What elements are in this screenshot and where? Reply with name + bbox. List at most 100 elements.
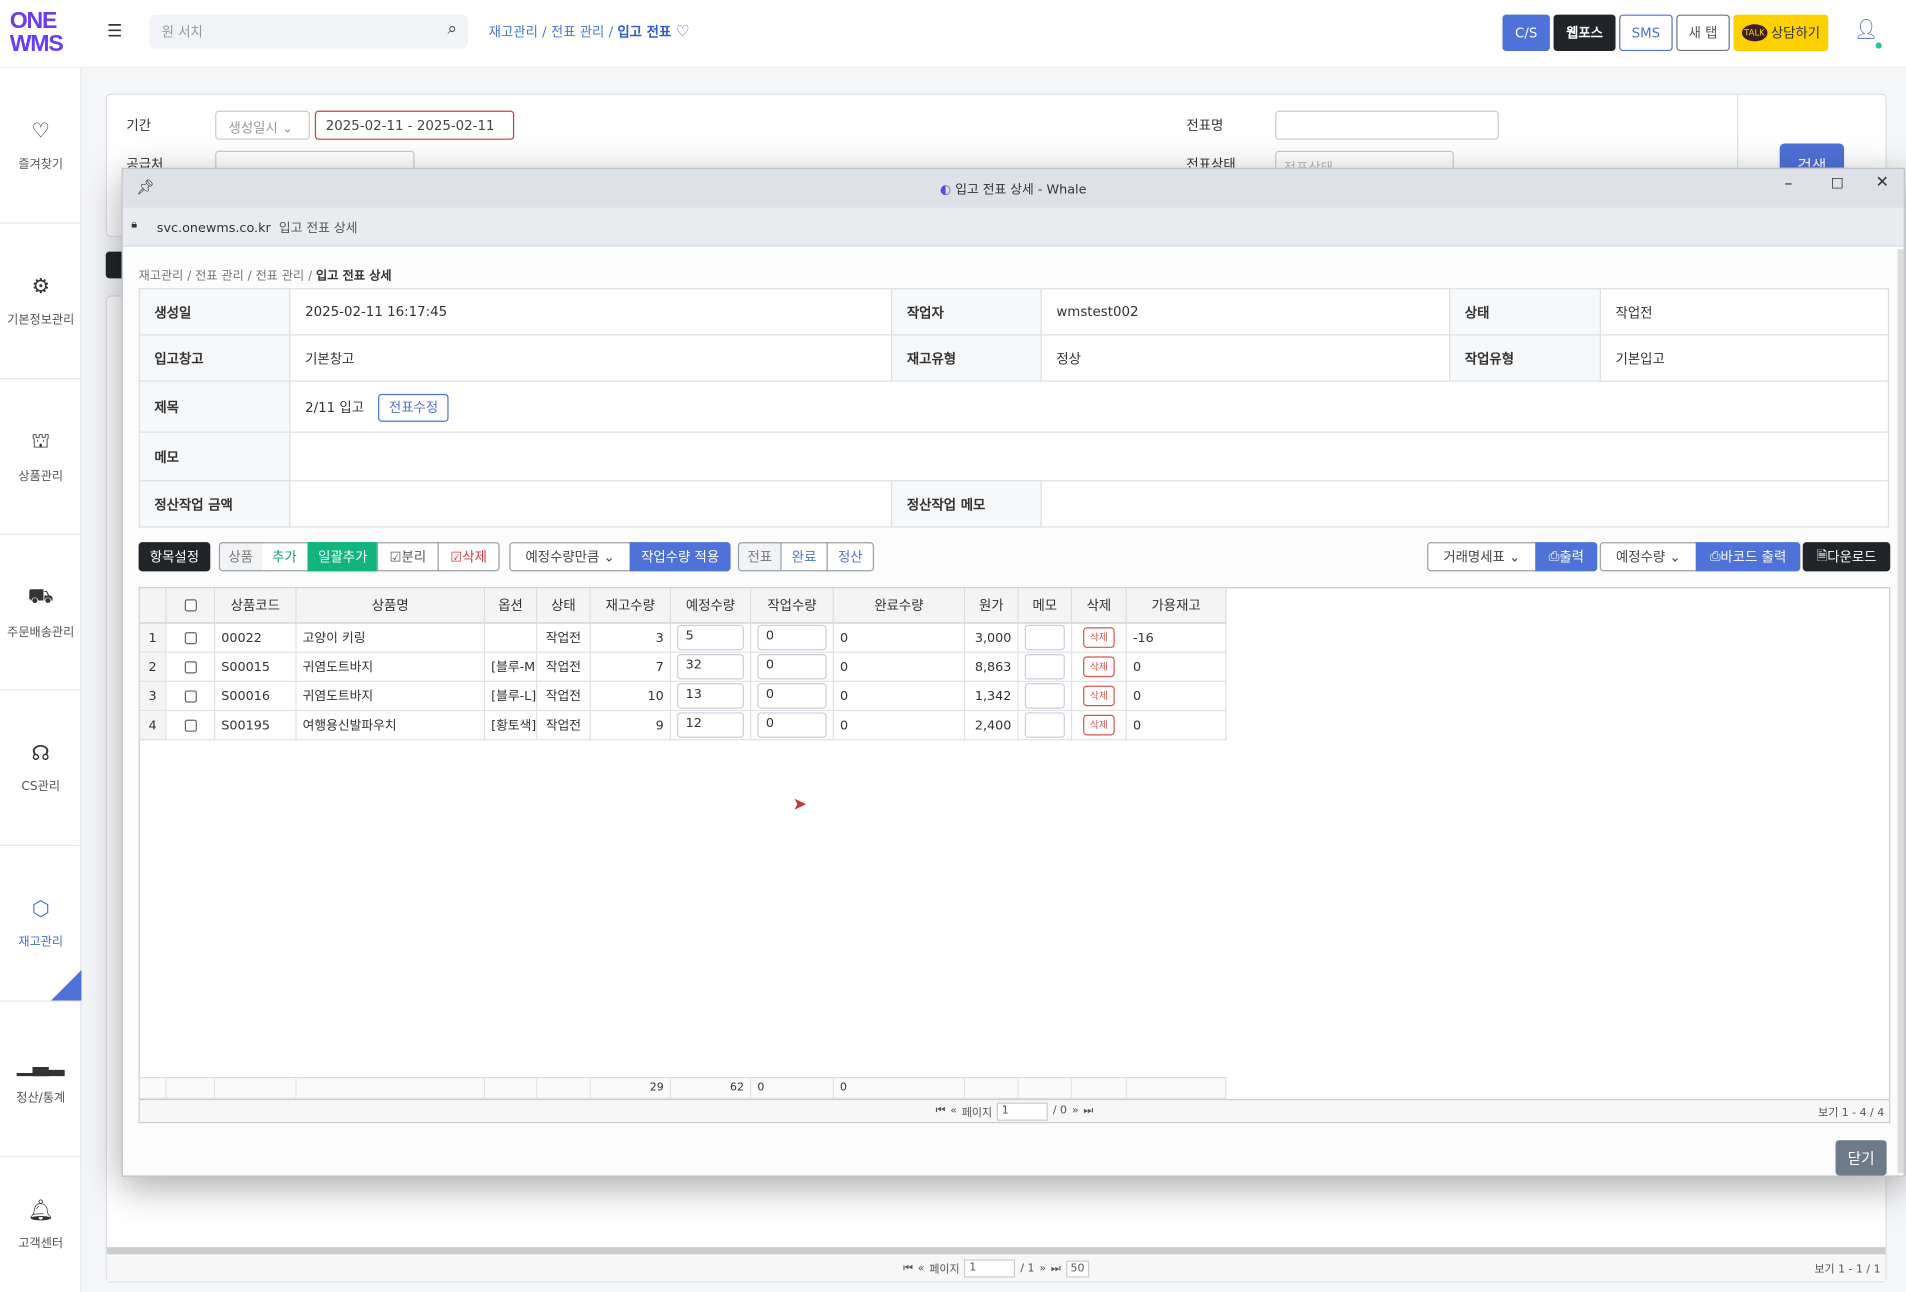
- work-qty-input[interactable]: 0: [757, 683, 827, 709]
- window-titlebar: 📌︎ ◐ 입고 전표 상세 - Whale – ☐ ✕: [122, 168, 1904, 208]
- apply-work-qty-button[interactable]: 작업수량 적용: [629, 542, 731, 572]
- column-header[interactable]: 상태: [537, 588, 591, 624]
- work-qty-input[interactable]: 0: [757, 624, 827, 651]
- sidebar-item-support[interactable]: 🔔︎ 고객센터: [18, 1198, 64, 1251]
- barcode-qty-select[interactable]: 예정수량 ⌄: [1599, 542, 1697, 572]
- sidebar-item-cs[interactable]: ☊ CS관리: [0, 690, 82, 847]
- split-button[interactable]: ☑ 분리: [376, 542, 439, 572]
- edit-slip-button[interactable]: 전표수정: [377, 393, 450, 422]
- sidebar-item-inventory[interactable]: ⬡ 재고관리: [0, 846, 82, 1002]
- close-button[interactable]: 닫기: [1835, 1140, 1887, 1176]
- column-header[interactable]: 메모: [1018, 588, 1073, 624]
- last-page-icon[interactable]: ⏭: [1050, 1262, 1061, 1275]
- row-delete-button[interactable]: 삭제: [1082, 656, 1116, 678]
- slip-name-input[interactable]: [1275, 110, 1499, 140]
- row-checkbox[interactable]: [184, 719, 197, 732]
- bar-chart-icon: ▁▃▂: [16, 1052, 65, 1078]
- column-header[interactable]: 상품코드: [215, 588, 297, 624]
- row-checkbox[interactable]: [184, 689, 197, 703]
- address-bar[interactable]: 🔒︎ svc.onewms.co.kr 입고 전표 상세: [122, 207, 1904, 247]
- row-delete-button[interactable]: 삭제: [1082, 714, 1116, 736]
- column-settings-button[interactable]: 항목설정: [138, 542, 211, 572]
- horizontal-scrollbar[interactable]: [106, 1247, 1886, 1255]
- column-header[interactable]: 예정수량: [671, 588, 752, 624]
- column-header[interactable]: 재고수량: [590, 588, 672, 624]
- sidebar-item-basic-info[interactable]: ⚙ 기본정보관리: [0, 224, 82, 380]
- download-button[interactable]: 🗎︎ 다운로드: [1802, 542, 1891, 572]
- talk-button[interactable]: TALK 상담하기: [1733, 14, 1829, 52]
- sidebar-item-favorites[interactable]: ♡ 즐겨찾기: [0, 68, 82, 224]
- menu-icon[interactable]: ☰: [106, 21, 123, 42]
- sidebar-item-stats[interactable]: ▁▃▂ 정산/통계: [0, 1002, 82, 1158]
- memo-input[interactable]: [1024, 653, 1065, 680]
- user-avatar-icon[interactable]: 👤︎: [1853, 17, 1879, 41]
- planned-qty-input[interactable]: 12: [677, 712, 744, 738]
- print-button[interactable]: ⎙ 출력: [1535, 542, 1598, 572]
- window-title: 입고 전표 상세 - Whale: [955, 182, 1087, 197]
- sidebar-item-products[interactable]: ⛫ 상품관리: [0, 379, 82, 535]
- work-qty-input[interactable]: 0: [757, 653, 827, 680]
- period-type-select[interactable]: 생성일시 ⌄: [215, 110, 310, 140]
- planned-qty-input[interactable]: 5: [677, 624, 744, 651]
- cell-work: 0: [751, 681, 834, 712]
- memo-input[interactable]: [1024, 712, 1065, 738]
- sidebar-item-orders[interactable]: ⛟ 주문배송관리: [0, 535, 82, 691]
- search-icon[interactable]: ⌕: [447, 19, 458, 39]
- memo-input[interactable]: [1024, 683, 1065, 709]
- page-input[interactable]: 1: [964, 1259, 1016, 1278]
- prev-page-icon[interactable]: «: [950, 1104, 958, 1118]
- maximize-icon[interactable]: ☐: [1830, 175, 1844, 193]
- page-input[interactable]: 1: [996, 1101, 1048, 1121]
- row-delete-button[interactable]: 삭제: [1082, 685, 1116, 707]
- page-size-select[interactable]: 50: [1065, 1259, 1090, 1277]
- cs-button[interactable]: C/S: [1502, 14, 1550, 52]
- webpos-button[interactable]: 웹포스: [1553, 14, 1616, 52]
- barcode-print-button[interactable]: ⎙ 바코드 출력: [1695, 542, 1801, 572]
- next-page-icon[interactable]: »: [1039, 1262, 1047, 1275]
- cell-done: 0: [833, 623, 966, 653]
- complete-button[interactable]: 완료: [780, 542, 828, 572]
- favorite-heart-icon[interactable]: ♡: [675, 23, 690, 42]
- memo-input[interactable]: [1024, 624, 1065, 651]
- column-header[interactable]: [139, 588, 167, 624]
- sms-button[interactable]: SMS: [1619, 14, 1673, 52]
- search-input[interactable]: 원 서치 ⌕: [149, 14, 469, 49]
- breadcrumb-item[interactable]: 전표 관리: [550, 24, 605, 41]
- column-header[interactable]: 작업수량: [751, 588, 834, 624]
- total-done: 0: [833, 1077, 966, 1099]
- column-header[interactable]: 상품명: [296, 588, 486, 624]
- column-header[interactable]: 옵션: [485, 588, 538, 624]
- close-window-icon[interactable]: ✕: [1875, 173, 1889, 193]
- work-qty-input[interactable]: 0: [757, 712, 827, 738]
- column-header[interactable]: 완료수량: [833, 588, 966, 624]
- bulk-add-button[interactable]: 일괄추가: [307, 542, 379, 572]
- column-header[interactable]: 삭제: [1072, 588, 1127, 624]
- slip-label: 전표: [737, 542, 782, 572]
- first-page-icon[interactable]: ⏮: [903, 1262, 913, 1275]
- new-tab-button[interactable]: 새 탭: [1676, 14, 1730, 52]
- qty-mode-select[interactable]: 예정수량만큼 ⌄: [509, 542, 631, 572]
- logo[interactable]: ONE WMS: [9, 8, 64, 58]
- chevron-down-icon: ⌄: [1669, 548, 1681, 565]
- first-page-icon[interactable]: ⏮: [935, 1104, 946, 1118]
- minimize-icon[interactable]: –: [1784, 175, 1793, 194]
- prev-page-icon[interactable]: «: [917, 1262, 925, 1275]
- delete-button[interactable]: ☑ 삭제: [437, 542, 500, 572]
- select-all-checkbox[interactable]: [184, 599, 197, 612]
- settle-button[interactable]: 정산: [826, 542, 875, 572]
- pin-icon[interactable]: 📌︎: [136, 178, 155, 196]
- column-header[interactable]: 가용재고: [1126, 588, 1227, 624]
- planned-qty-input[interactable]: 32: [677, 653, 744, 680]
- row-delete-button[interactable]: 삭제: [1082, 627, 1116, 648]
- add-button[interactable]: 추가: [261, 542, 309, 572]
- column-header[interactable]: 원가: [965, 588, 1019, 624]
- row-checkbox[interactable]: [184, 631, 197, 644]
- breadcrumb-item[interactable]: 재고관리: [488, 24, 538, 41]
- vertical-scrollbar[interactable]: [1897, 249, 1904, 1174]
- last-page-icon[interactable]: ⏭: [1083, 1104, 1094, 1118]
- next-page-icon[interactable]: »: [1071, 1104, 1079, 1118]
- row-checkbox[interactable]: [184, 660, 197, 673]
- statement-select[interactable]: 거래명세표 ⌄: [1427, 542, 1537, 572]
- planned-qty-input[interactable]: 13: [677, 683, 744, 709]
- period-range-input[interactable]: 2025-02-11 - 2025-02-11: [314, 110, 515, 140]
